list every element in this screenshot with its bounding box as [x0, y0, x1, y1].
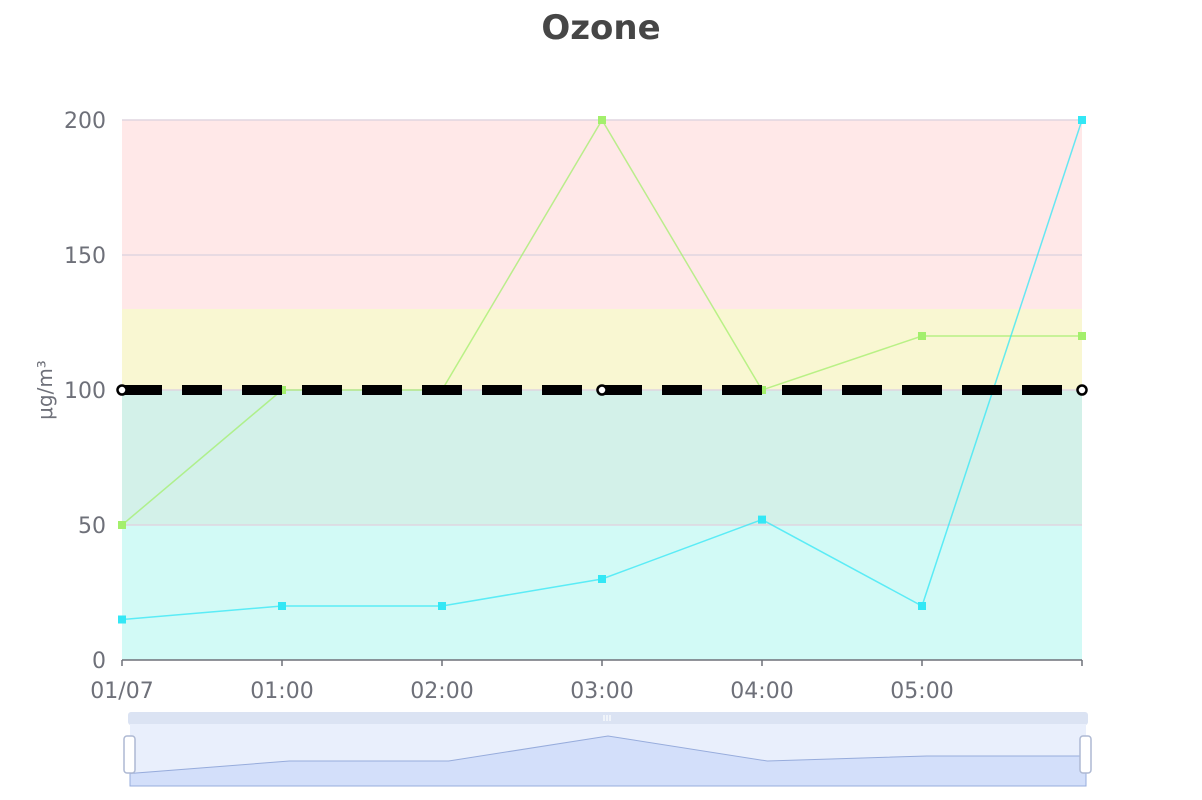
threshold-marker [116, 384, 128, 396]
zoom-handle-right[interactable] [1079, 735, 1092, 774]
y-tick-label: 100 [64, 379, 106, 404]
y-tick-label: 50 [78, 514, 106, 539]
x-tick-label: 03:00 [570, 679, 633, 704]
x-axis-labels: 01/07 01:00 02:00 03:00 04:00 05:00 [90, 679, 953, 704]
band-2 [122, 309, 1082, 390]
y-tick-label: 0 [92, 649, 106, 674]
data-point[interactable] [1078, 332, 1086, 340]
threshold-bands [122, 120, 1082, 660]
data-zoom-slider[interactable] [123, 712, 1092, 787]
y-axis-labels: 0 50 100 150 200 [64, 109, 106, 674]
x-tick-label: 05:00 [890, 679, 953, 704]
y-tick-label: 200 [64, 109, 106, 134]
chart-title: Ozone [541, 8, 661, 48]
data-point[interactable] [118, 615, 126, 624]
x-tick-label: 01/07 [90, 679, 153, 704]
data-point[interactable] [1078, 116, 1086, 124]
x-tick-label: 04:00 [730, 679, 793, 704]
data-point[interactable] [918, 332, 926, 340]
data-point[interactable] [438, 602, 446, 610]
y-axis-label: μg/m³ [33, 360, 57, 420]
threshold-marker [596, 384, 608, 396]
data-point[interactable] [598, 116, 606, 124]
x-axis [121, 659, 1083, 666]
y-tick-label: 150 [64, 244, 106, 269]
threshold-line [116, 384, 1088, 396]
band-3 [122, 120, 1082, 309]
zoom-top-bar[interactable] [128, 712, 1088, 725]
x-tick-label: 01:00 [250, 679, 313, 704]
data-point[interactable] [118, 521, 126, 529]
data-point[interactable] [918, 602, 926, 610]
band-0 [122, 525, 1082, 660]
zoom-handle-left[interactable] [123, 735, 136, 774]
data-point[interactable] [758, 515, 766, 524]
band-1 [122, 390, 1082, 525]
x-tick-label: 02:00 [410, 679, 473, 704]
threshold-marker [1076, 384, 1088, 396]
data-point[interactable] [278, 602, 286, 610]
data-point[interactable] [598, 575, 606, 583]
